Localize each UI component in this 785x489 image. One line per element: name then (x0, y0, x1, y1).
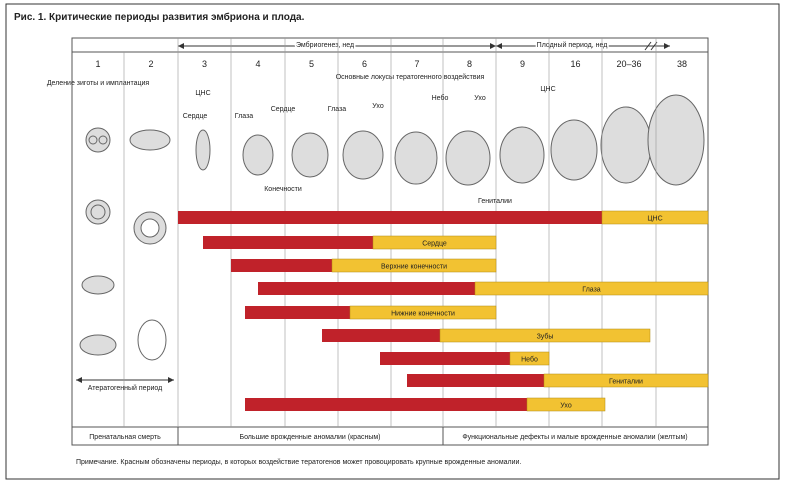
note: Примечание. Красным обозначены периоды, … (76, 458, 521, 466)
column-number: 1 (95, 59, 100, 69)
sensitive-period (601, 210, 709, 225)
footer-label: Большие врожденные аномалии (красным) (239, 434, 380, 441)
sensitive-period (331, 258, 497, 273)
bar-label: Нижние конечности (391, 311, 455, 318)
column-number: 3 (202, 59, 207, 69)
sensitive-period (474, 281, 709, 296)
sensitive-period (543, 373, 709, 388)
bar-label: ЦНС (647, 216, 662, 223)
organ-label: Небо (432, 94, 449, 102)
column-number: 8 (467, 59, 472, 69)
sensitive-period (349, 305, 497, 320)
column-number: 9 (520, 59, 525, 69)
column-number: 4 (255, 59, 260, 69)
organ-label: Сердце (183, 113, 208, 120)
organ-label: Глаза (235, 113, 254, 120)
embryo-label: Эмбриогенез, нед (296, 41, 354, 49)
sensitive-period (509, 351, 550, 366)
bar-label: Сердце (422, 241, 447, 248)
column-number: 20–36 (616, 59, 641, 69)
ateratogenic-label: Атератогенный период (88, 384, 162, 392)
fetal-label: Плодный период, нед (537, 41, 608, 49)
critical-period (380, 352, 510, 365)
illustrations (79, 94, 705, 361)
column-number: 38 (677, 59, 687, 69)
sensitive-period (439, 328, 651, 343)
column-number: 7 (414, 59, 419, 69)
organ-label: Глаза (328, 106, 347, 113)
bar-label: Зубы (537, 333, 554, 341)
critical-period (258, 282, 475, 295)
organ-label: Ухо (372, 103, 384, 110)
organ-label: Гениталии (478, 198, 512, 205)
critical-period (231, 259, 332, 272)
column-number: 16 (570, 59, 580, 69)
organ-label: ЦНС (195, 90, 210, 97)
bar-label: Гениталии (609, 379, 643, 386)
organ-label: Конечности (264, 186, 302, 193)
critical-period (178, 211, 602, 224)
organ-label: Ухо (474, 95, 486, 102)
column-number: 5 (309, 59, 314, 69)
organ-label: Сердце (271, 106, 296, 113)
critical-period (407, 374, 544, 387)
critical-period (245, 398, 527, 411)
critical-period (322, 329, 440, 342)
bar-label: Глаза (582, 287, 601, 294)
sensitive-period (372, 235, 497, 250)
critical-period (245, 306, 350, 319)
critical-period (203, 236, 373, 249)
loci-label: Основные локусы тератогенного воздействи… (336, 73, 485, 81)
sensitive-period (526, 397, 606, 412)
footer-label: Пренатальная смерть (89, 434, 161, 441)
title: Рис. 1. Критические периоды развития эмб… (14, 11, 305, 23)
footer-label: Функциональные дефекты и малые врожденны… (462, 434, 687, 441)
organ-label: ЦНС (540, 86, 555, 93)
column-number: 6 (362, 59, 367, 69)
bar-label: Ухо (560, 403, 572, 410)
bar-label: Верхние конечности (381, 264, 447, 271)
zygote-label: Деление зиготы и имплантация (47, 80, 150, 87)
bar-label: Небо (521, 356, 538, 364)
column-number: 2 (148, 59, 153, 69)
